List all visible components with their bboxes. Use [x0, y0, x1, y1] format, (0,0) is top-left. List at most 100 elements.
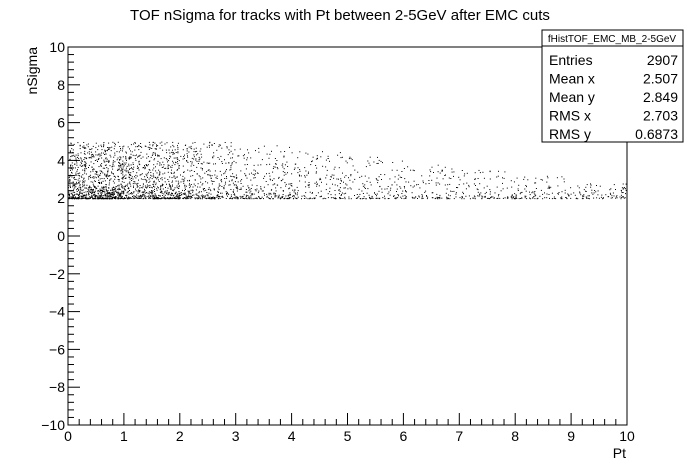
data-point — [131, 192, 133, 193]
data-point — [172, 184, 173, 186]
data-point — [171, 151, 173, 153]
data-point — [547, 177, 549, 179]
data-point — [123, 165, 125, 167]
data-point — [296, 194, 298, 196]
data-point — [151, 154, 153, 156]
data-point — [129, 183, 131, 185]
data-point — [294, 192, 296, 194]
y-axis-label: nSigma — [24, 47, 40, 95]
data-point — [116, 188, 118, 190]
data-point — [190, 147, 192, 149]
data-point — [79, 190, 81, 192]
data-point — [439, 194, 441, 196]
data-point — [223, 187, 225, 189]
data-point — [546, 175, 548, 177]
data-point — [276, 145, 278, 147]
data-point — [392, 162, 394, 163]
data-point — [482, 196, 484, 198]
data-point — [74, 178, 76, 180]
data-point — [233, 193, 235, 195]
data-point — [74, 163, 76, 165]
data-point — [183, 156, 185, 158]
data-point — [95, 142, 97, 144]
data-point — [193, 171, 195, 172]
data-point — [516, 177, 518, 179]
data-point — [113, 197, 115, 199]
data-point — [145, 179, 147, 181]
data-point — [135, 177, 137, 179]
data-point — [316, 181, 317, 183]
data-point — [85, 191, 87, 193]
data-point — [329, 191, 331, 193]
data-point — [533, 192, 535, 194]
data-point — [184, 197, 186, 198]
data-point — [256, 197, 258, 199]
data-point — [170, 185, 171, 187]
data-point — [80, 198, 82, 200]
data-point — [165, 198, 167, 200]
data-point — [196, 150, 198, 152]
data-point — [492, 196, 494, 198]
data-point — [263, 177, 265, 179]
data-point — [489, 198, 490, 200]
data-point — [130, 153, 132, 155]
data-point — [535, 182, 537, 184]
data-point — [356, 197, 358, 199]
x-axis: 0 1 2 3 4 5 6 7 8 9 10 — [64, 413, 635, 444]
data-point — [212, 197, 213, 199]
data-point — [335, 198, 337, 200]
data-point — [233, 197, 235, 199]
data-point — [498, 195, 499, 197]
data-point — [326, 169, 328, 171]
data-point — [201, 169, 203, 171]
data-point — [413, 170, 415, 172]
data-point — [129, 158, 130, 160]
data-point — [122, 174, 124, 176]
data-point — [192, 142, 194, 144]
data-point — [201, 194, 203, 196]
data-point — [177, 183, 179, 185]
data-point — [114, 178, 116, 180]
data-point — [240, 180, 242, 182]
data-point — [151, 175, 153, 177]
data-point — [237, 197, 239, 199]
data-point — [183, 182, 185, 184]
data-point — [230, 145, 232, 147]
data-point — [139, 185, 141, 186]
data-point — [207, 194, 209, 196]
data-point — [149, 191, 151, 193]
data-point — [126, 194, 128, 196]
data-point — [525, 185, 527, 186]
data-point — [334, 198, 336, 200]
data-point — [101, 146, 103, 148]
data-point — [579, 192, 581, 194]
data-point — [159, 198, 161, 200]
data-point — [221, 195, 223, 197]
data-point — [98, 153, 100, 155]
data-point — [108, 191, 110, 193]
data-point — [320, 190, 322, 192]
data-point — [122, 146, 124, 148]
data-point — [524, 197, 526, 199]
data-point — [196, 173, 198, 175]
data-point — [184, 154, 185, 156]
data-point — [76, 181, 77, 183]
data-point — [266, 196, 268, 198]
data-point — [134, 158, 136, 160]
data-point — [99, 197, 101, 199]
data-point — [223, 173, 225, 175]
data-point — [338, 189, 340, 191]
data-point — [368, 162, 370, 164]
data-point — [138, 190, 140, 192]
data-point — [179, 197, 181, 199]
data-point — [172, 180, 173, 182]
data-point — [72, 191, 74, 193]
data-point — [132, 168, 134, 170]
data-point — [389, 194, 391, 196]
data-point — [119, 159, 121, 160]
data-point — [377, 182, 379, 184]
data-point — [126, 196, 128, 198]
data-point — [206, 171, 208, 173]
data-point — [260, 198, 262, 199]
